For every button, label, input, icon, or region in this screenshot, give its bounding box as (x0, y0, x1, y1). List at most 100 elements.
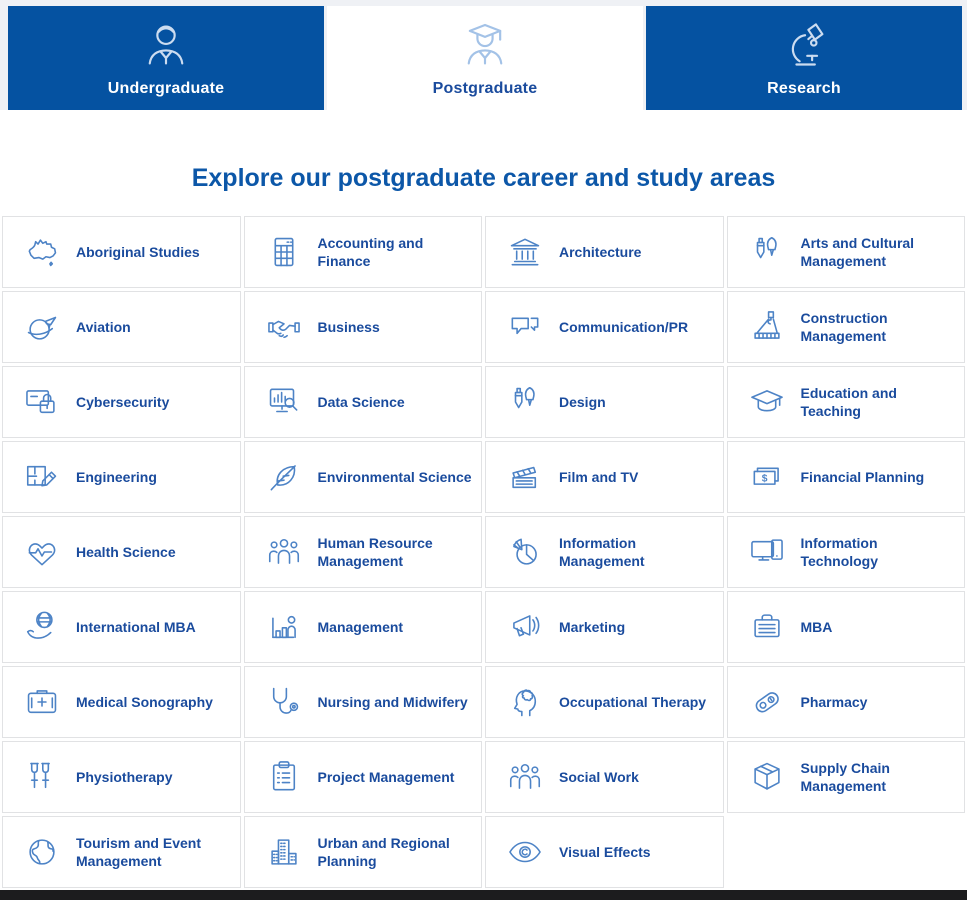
study-area-project-management[interactable]: Project Management (243, 741, 482, 813)
bar-chart-person-icon (265, 608, 303, 646)
tile-label: Business (317, 318, 380, 335)
tile-label: Social Work (559, 768, 639, 785)
study-area-information-technology[interactable]: Information Technology (726, 516, 965, 588)
people-group-icon (506, 758, 544, 796)
people-group-icon (265, 533, 303, 571)
tile-label: Marketing (559, 618, 626, 635)
tile-label: Medical Sonography (76, 693, 213, 710)
globe-icon (23, 833, 61, 871)
study-area-accounting-and-finance[interactable]: Accounting and Finance (243, 216, 482, 288)
tile-label: Accounting and Finance (317, 234, 424, 269)
tile-label: Film and TV (559, 468, 639, 485)
globe-plane-icon (23, 308, 61, 346)
study-area-human-resource-management[interactable]: Human Resource Management (243, 516, 482, 588)
tile-label: International MBA (76, 618, 196, 635)
study-area-health-science[interactable]: Health Science (2, 516, 241, 588)
tile-label: Health Science (76, 543, 176, 560)
monitor-phone-icon (748, 533, 786, 571)
study-area-supply-chain-management[interactable]: Supply Chain Management (726, 741, 965, 813)
tile-label: Construction Management (800, 309, 888, 344)
study-area-management[interactable]: Management (243, 591, 482, 663)
study-area-social-work[interactable]: Social Work (485, 741, 724, 813)
pill-blister-icon (748, 683, 786, 721)
tile-label: Nursing and Midwifery (317, 693, 468, 710)
tile-label: Aboriginal Studies (76, 243, 200, 260)
svg-text:$: $ (761, 473, 767, 484)
study-area-communication-pr[interactable]: Communication/PR (485, 291, 724, 363)
study-area-data-science[interactable]: Data Science (243, 366, 482, 438)
banknote-icon: $ (748, 458, 786, 496)
study-areas-grid: Aboriginal Studies Accounting and Financ… (0, 216, 967, 888)
page-title: Explore our postgraduate career and stud… (191, 164, 776, 192)
microscope-icon (778, 19, 830, 71)
first-aid-kit-icon (23, 683, 61, 721)
box-icon (748, 758, 786, 796)
hand-globe-icon (23, 608, 61, 646)
study-area-arts-and-cultural-management[interactable]: Arts and Cultural Management (726, 216, 965, 288)
speech-bubbles-icon (506, 308, 544, 346)
tab-postgraduate[interactable]: Postgraduate (327, 6, 643, 110)
tile-label: Visual Effects (559, 843, 651, 860)
tile-label: MBA (800, 618, 833, 635)
study-area-film-and-tv[interactable]: Film and TV (485, 441, 724, 513)
graduation-cap-icon (748, 383, 786, 421)
study-area-aboriginal-studies[interactable]: Aboriginal Studies (2, 216, 241, 288)
graduate-icon (459, 19, 511, 71)
study-area-mba[interactable]: MBA (726, 591, 965, 663)
study-area-cybersecurity[interactable]: Cybersecurity (2, 366, 241, 438)
study-area-engineering[interactable]: Engineering (2, 441, 241, 513)
tile-label: Management (317, 618, 404, 635)
study-area-pharmacy[interactable]: Pharmacy (726, 666, 965, 738)
crane-icon (748, 308, 786, 346)
clapperboard-icon (506, 458, 544, 496)
megaphone-icon (506, 608, 544, 646)
tile-label: Aviation (76, 318, 131, 335)
tile-label: Project Management (317, 768, 455, 785)
tab-research[interactable]: Research (646, 6, 962, 110)
tile-label: Education and Teaching (800, 384, 897, 419)
tile-label: Cybersecurity (76, 393, 170, 410)
study-area-business[interactable]: Business (243, 291, 482, 363)
tile-label: Arts and Cultural Management (800, 234, 915, 269)
study-area-aviation[interactable]: Aviation (2, 291, 241, 363)
study-area-nursing-and-midwifery[interactable]: Nursing and Midwifery (243, 666, 482, 738)
study-area-physiotherapy[interactable]: Physiotherapy (2, 741, 241, 813)
study-area-medical-sonography[interactable]: Medical Sonography (2, 666, 241, 738)
tile-label: Data Science (317, 393, 405, 410)
program-level-tabs: Undergraduate Postgraduate Research (0, 0, 967, 110)
tab-label: Undergraduate (107, 79, 225, 97)
study-area-urban-and-regional-planning[interactable]: Urban and Regional Planning (243, 816, 482, 888)
tab-undergraduate[interactable]: Undergraduate (8, 6, 324, 110)
buildings-icon (265, 833, 303, 871)
study-area-tourism-and-event-management[interactable]: Tourism and Event Management (2, 816, 241, 888)
study-area-international-mba[interactable]: International MBA (2, 591, 241, 663)
study-area-occupational-therapy[interactable]: Occupational Therapy (485, 666, 724, 738)
tile-label: Communication/PR (559, 318, 689, 335)
tile-label: Pharmacy (800, 693, 868, 710)
study-area-information-management[interactable]: Information Management (485, 516, 724, 588)
tile-label: Architecture (559, 243, 642, 260)
briefcase-icon (748, 608, 786, 646)
tile-label: Occupational Therapy (559, 693, 707, 710)
study-area-visual-effects[interactable]: Visual Effects (485, 816, 724, 888)
tile-label: Human Resource Management (317, 534, 433, 569)
study-area-environmental-science[interactable]: Environmental Science (243, 441, 482, 513)
crutches-icon (23, 758, 61, 796)
study-area-marketing[interactable]: Marketing (485, 591, 724, 663)
heart-pulse-icon (23, 533, 61, 571)
person-icon (140, 19, 192, 71)
calculator-icon (265, 233, 303, 271)
pie-chart-icon (506, 533, 544, 571)
tile-label: Financial Planning (800, 468, 925, 485)
columns-building-icon (506, 233, 544, 271)
study-area-architecture[interactable]: Architecture (485, 216, 724, 288)
study-area-design[interactable]: Design (485, 366, 724, 438)
stethoscope-icon (265, 683, 303, 721)
pen-brush-icon (506, 383, 544, 421)
study-area-financial-planning[interactable]: $ Financial Planning (726, 441, 965, 513)
study-area-construction-management[interactable]: Construction Management (726, 291, 965, 363)
eye-icon (506, 833, 544, 871)
chart-magnifier-icon (265, 383, 303, 421)
study-area-education-and-teaching[interactable]: Education and Teaching (726, 366, 965, 438)
tile-label: Urban and Regional Planning (317, 834, 450, 869)
